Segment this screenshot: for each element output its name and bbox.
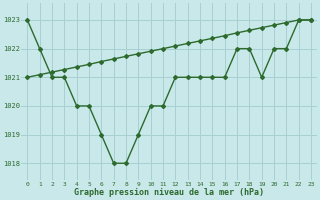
- X-axis label: Graphe pression niveau de la mer (hPa): Graphe pression niveau de la mer (hPa): [74, 188, 264, 197]
